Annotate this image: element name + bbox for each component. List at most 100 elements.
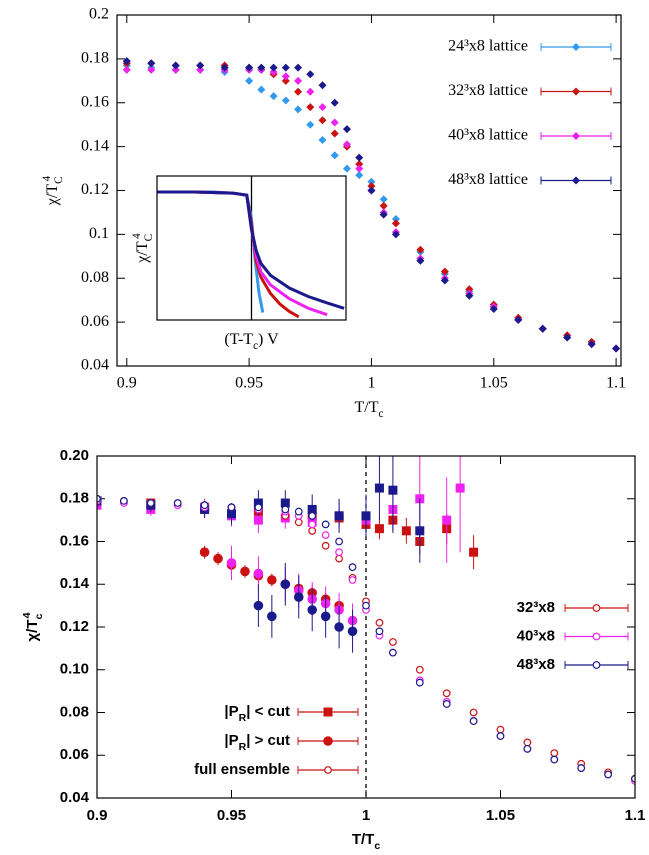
point <box>280 579 291 590</box>
label-part: C <box>143 234 155 241</box>
legend-label: 32³x8 lattice <box>448 82 528 99</box>
point <box>280 498 290 508</box>
point <box>318 116 327 125</box>
point <box>604 770 612 779</box>
plot-frame <box>96 455 636 799</box>
point <box>367 182 376 191</box>
data <box>97 456 635 785</box>
point <box>308 526 317 535</box>
point <box>389 648 397 657</box>
point <box>119 496 128 505</box>
point <box>469 547 479 557</box>
label-part: C <box>53 176 65 183</box>
point <box>196 61 205 70</box>
point <box>514 315 523 324</box>
y-tick-label: 0.12 <box>81 181 109 198</box>
point <box>318 136 327 145</box>
point <box>330 118 339 127</box>
y-tick-label: 0.04 <box>60 789 90 806</box>
point <box>335 554 344 563</box>
x-tick-label: 0.95 <box>217 807 246 824</box>
point <box>294 87 303 96</box>
point <box>122 57 131 66</box>
point <box>355 164 364 173</box>
label-part: T/T <box>352 831 375 848</box>
x-tick-label: 1.05 <box>486 807 515 824</box>
point <box>308 520 317 529</box>
legend-label: full ensemble <box>194 761 290 778</box>
legend-label: 24³x8 lattice <box>448 38 528 55</box>
label-part: 4 <box>21 612 33 618</box>
point <box>267 611 277 622</box>
label-part: full ensemble <box>194 761 290 778</box>
point <box>321 531 330 539</box>
label-part: (T-T <box>224 331 253 348</box>
point <box>469 708 478 717</box>
label-part: |P <box>224 703 238 720</box>
series-line <box>157 190 345 310</box>
y-tick-label: 0.14 <box>60 575 90 592</box>
point <box>147 65 156 74</box>
label-part: R <box>239 741 247 753</box>
y-tick-label: 0.2 <box>89 6 109 23</box>
point <box>389 638 397 646</box>
y-tick-label: 0.06 <box>81 313 109 330</box>
point <box>572 87 580 96</box>
point <box>572 176 580 185</box>
point <box>416 245 425 254</box>
inset-panel: (T-Tc) V χ/TC4 <box>131 175 347 352</box>
x-tick-label: 0.9 <box>117 375 137 392</box>
point <box>213 553 223 564</box>
point <box>199 547 210 557</box>
point <box>592 632 601 641</box>
y-tick-label: 0.20 <box>60 447 89 464</box>
y-axis-label: χ/TC4 <box>131 233 155 264</box>
point <box>388 485 398 495</box>
point <box>281 63 290 72</box>
point <box>612 344 621 353</box>
point <box>318 103 327 112</box>
point <box>323 736 333 746</box>
point <box>334 622 344 632</box>
data <box>157 190 345 319</box>
point <box>379 195 388 204</box>
label-part: χ/T <box>44 184 61 207</box>
label-part: χ/T <box>24 619 41 641</box>
point <box>220 63 229 72</box>
plot-frame <box>156 175 347 321</box>
point <box>294 518 303 527</box>
point <box>245 76 254 85</box>
point <box>227 503 236 512</box>
point <box>321 541 330 550</box>
point <box>294 76 303 85</box>
legend-label: |PR| < cut <box>224 703 290 724</box>
point <box>375 618 384 627</box>
point <box>465 291 474 300</box>
point <box>415 665 424 674</box>
point <box>335 548 344 557</box>
point <box>227 509 236 519</box>
point <box>281 72 290 81</box>
point <box>496 725 505 734</box>
point <box>253 600 264 611</box>
label-part: c <box>33 613 45 619</box>
x-axis-label: (T-Tc) V <box>224 331 279 352</box>
y-tick-label: 0.18 <box>81 50 109 67</box>
x-tick-label: 1.1 <box>625 807 646 824</box>
point <box>550 749 559 758</box>
y-tick-label: 0.12 <box>60 618 89 635</box>
point <box>320 611 331 622</box>
point <box>374 483 384 493</box>
y-tick-label: 0.1 <box>89 225 109 242</box>
label-part: χ/T <box>134 241 151 264</box>
legend-label: 40³x8 lattice <box>448 127 528 144</box>
point <box>257 85 266 94</box>
point <box>294 63 303 72</box>
point <box>355 160 364 169</box>
point <box>321 520 330 529</box>
point <box>306 87 315 96</box>
label-part: c <box>253 340 258 352</box>
top-panel: 0.9 0.95 1 1.05 1.1 0.04 0.06 0.08 0.1 0.12 0.14 0.… <box>41 6 627 420</box>
point <box>122 65 131 74</box>
